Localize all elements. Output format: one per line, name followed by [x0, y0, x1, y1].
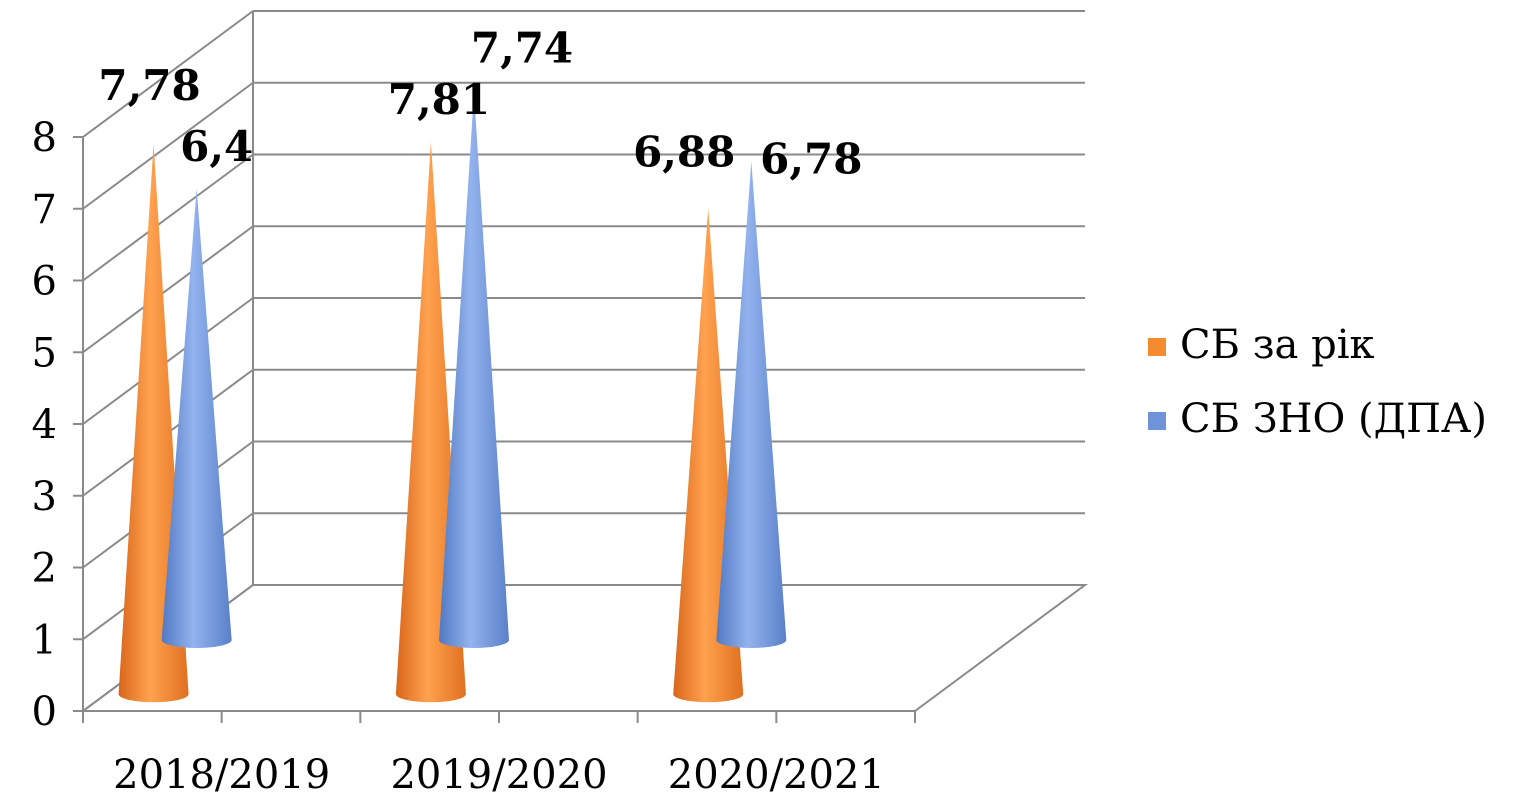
gridline-side: [82, 10, 254, 138]
x-axis: 2018/2019 2019/2020 2020/2021: [82, 710, 916, 797]
x-tick-label: 2020/2021: [668, 752, 885, 797]
y-tick-label: 4: [32, 402, 57, 448]
data-label: 6,88: [633, 128, 735, 177]
data-label: 7,78: [98, 61, 200, 110]
y-tick-label: 8: [32, 115, 57, 161]
x-tick-label: 2019/2020: [390, 752, 607, 797]
y-tick-label: 6: [32, 259, 57, 305]
y-axis: 0 1 2 3 4 5 6 7 8: [32, 115, 83, 735]
y-tick-label: 5: [32, 330, 57, 376]
legend-label: СБ за рік: [1180, 322, 1375, 368]
y-tick-label: 7: [32, 187, 57, 233]
data-label: 7,74: [471, 24, 573, 73]
legend: СБ за рік СБ ЗНО (ДПА): [1148, 322, 1487, 442]
legend-label: СБ ЗНО (ДПА): [1180, 396, 1487, 442]
data-labels: 7,78 7,81 6,88 6,4 7,74 6,78: [98, 24, 862, 184]
chart-walls: [79, 11, 1089, 712]
y-tick-label: 2: [32, 546, 57, 592]
gridline-side: [82, 153, 254, 282]
cone-sb-zno-dpa: [439, 92, 509, 648]
y-tick-label: 3: [32, 474, 57, 520]
gridline-side: [82, 297, 254, 425]
data-label: 6,78: [760, 135, 862, 184]
legend-swatch: [1148, 338, 1166, 356]
cone-sb-zno-dpa: [161, 188, 232, 649]
data-label: 7,81: [388, 75, 490, 124]
floor-plane: [79, 584, 1089, 712]
x-tick-label: 2018/2019: [113, 752, 330, 797]
gridline-side: [82, 81, 254, 210]
y-tick-label: 0: [32, 689, 57, 735]
data-label: 6,4: [180, 122, 253, 171]
legend-swatch: [1148, 412, 1166, 430]
cones: [118, 92, 787, 703]
gridline-side: [82, 225, 254, 354]
cone-sb-zno-dpa: [716, 161, 787, 648]
gridlines: [82, 10, 1085, 712]
y-tick-label: 1: [32, 617, 57, 663]
